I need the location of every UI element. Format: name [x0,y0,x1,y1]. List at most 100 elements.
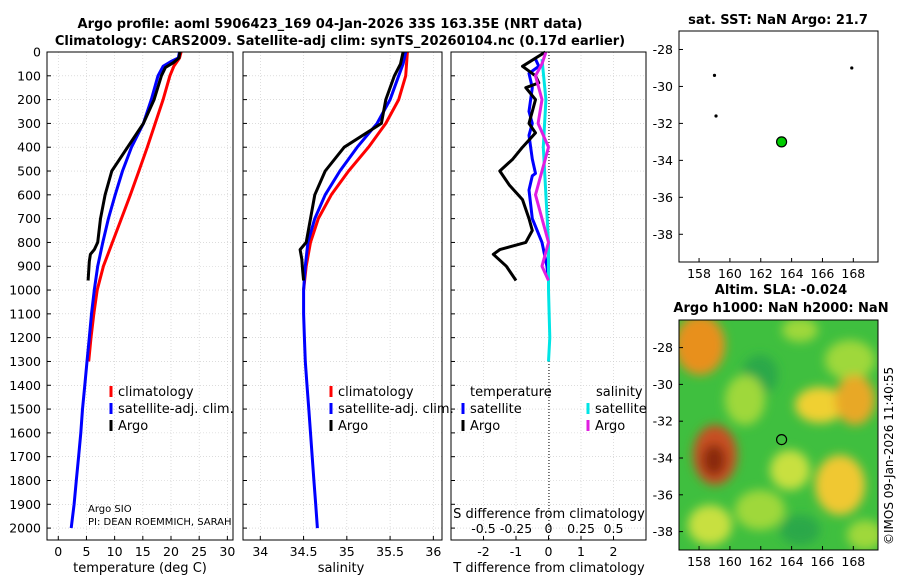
x-tick-label: -2 [477,544,489,559]
y-tick-label: 1600 [9,425,41,440]
legend-header-temperature: temperature [470,385,552,400]
x2-tick-label: 0 [545,521,553,536]
x-tick-label: 20 [163,544,179,559]
y-tick-label: 200 [17,92,41,107]
map-y-tick-label: -38 [653,227,673,242]
y-tick-label: 700 [17,211,41,226]
map-y-tick-label: -28 [653,340,673,355]
y-tick-label: 0 [33,45,41,60]
y-tick-label: 1100 [9,306,41,321]
map-x-tick-label: 160 [718,554,742,569]
map-x-tick-label: 162 [749,554,773,569]
y-tick-label: 1800 [9,473,41,488]
watermark: ©IMOS 09-Jan-2026 11:40:55 [882,367,896,545]
legend-climatology: climatology [338,385,414,400]
map-y-tick-label: -32 [653,414,673,429]
t-diff-xlabel: T difference from climatology [452,561,645,576]
x-tick-label: 34.5 [290,544,318,559]
map-x-tick-label: 168 [841,554,865,569]
map-x-tick-label: 158 [687,266,711,281]
legend-argo: Argo [338,419,368,434]
sla-map-panel: Altim. SLA: -0.024 Argo h1000: NaN h2000… [653,283,889,569]
x-tick-label: 36 [425,544,441,559]
land-dot [850,66,854,70]
y-tick-label: 1300 [9,354,41,369]
sst-map-title: sat. SST: NaN Argo: 21.7 [688,13,868,28]
series-line-salinity-satellite [540,58,552,362]
map-x-tick-label: 158 [687,554,711,569]
legend-satellite-adj: satellite-adj. clim. [118,402,234,417]
sla-heatmap [679,320,878,550]
y-tick-label: 500 [17,164,41,179]
y-tick-label: 1400 [9,378,41,393]
argo-position-marker [775,434,788,446]
temperature-panel: 0 5 10 15 20 25 300100200300400500600700800900… [9,45,235,577]
map-y-tick-label: -34 [653,451,673,466]
salinity-xlabel: salinity [318,561,365,576]
map-x-tick-label: 168 [841,266,865,281]
x-tick-label: 2 [610,544,618,559]
x-tick-label: 35.5 [376,544,404,559]
x-tick-label: -1 [510,544,522,559]
map-x-tick-label: 164 [780,266,804,281]
x-tick-label: 10 [107,544,123,559]
y-tick-label: 1700 [9,449,41,464]
legend-salinity-satellite: satellite [595,402,647,417]
x-tick-label: 25 [191,544,207,559]
y-tick-label: 600 [17,187,41,202]
legend-salinity-argo: Argo [595,419,625,434]
x2-tick-label: -0.5 [471,521,495,536]
sla-map-subtitle: Argo h1000: NaN h2000: NaN [673,301,888,316]
y-tick-label: 300 [17,116,41,131]
sst-map-panel: sat. SST: NaN Argo: 21.7 158 160 162 164 166… [653,13,879,281]
y-tick-label: 900 [17,259,41,274]
map-x-tick-label: 160 [718,266,742,281]
y-tick-label: 400 [17,140,41,155]
legend-temperature-argo: Argo [470,419,500,434]
x-tick-label: 0 [545,544,553,559]
series-line-temperature-argo [491,50,547,282]
x2-tick-label: 0.25 [567,521,595,536]
s-diff-xlabel: S difference from climatology [453,507,645,522]
credit-line1: Argo SIO [88,504,132,515]
x2-tick-label: -0.25 [500,521,532,536]
x-tick-label: 30 [219,544,235,559]
series-line-argo [298,51,405,281]
land-dot [712,73,717,77]
series-line-salinity-argo [534,51,550,282]
x-tick-label: 15 [135,544,151,559]
salinity-legend: climatology satellite-adj. clim. Argo [329,385,454,434]
map-x-tick-label: 166 [811,266,835,281]
title-line1: Argo profile: aoml 5906423_169 04-Jan-20… [78,17,583,32]
map-x-tick-label: 164 [780,554,804,569]
difference-legend: temperature salinity satellite Argo sate… [461,385,647,434]
series-line-climatology [87,51,183,362]
argo-position-marker [775,136,788,148]
map-y-tick-label: -30 [653,79,673,94]
salinity-panel: 34 34.5 35 35.5 36 salinity climatology sate… [242,51,454,576]
y-tick-label: 1000 [9,283,41,298]
y-tick-label: 800 [17,235,41,250]
legend-argo: Argo [118,419,148,434]
y-tick-label: 100 [17,68,41,83]
legend-header-salinity: salinity [596,385,643,400]
series-line-argo [86,51,182,281]
title-line2: Climatology: CARS2009. Satellite-adj cli… [55,34,625,49]
x2-tick-label: 0.5 [604,521,624,536]
x-tick-label: 34 [252,544,268,559]
map-y-tick-label: -36 [653,487,673,502]
difference-panel: -2 -1 0 1 2 -0.5 -0.25 0 0.25 0.5 S difference f… [450,50,647,576]
x-tick-label: 35 [339,544,355,559]
map-y-tick-label: -32 [653,116,673,131]
x-tick-label: 1 [577,544,585,559]
legend-temperature-satellite: satellite [470,402,522,417]
legend-climatology: climatology [118,385,194,400]
map-y-tick-label: -30 [653,377,673,392]
series-line-climatology [302,51,409,291]
map-x-tick-label: 166 [811,554,835,569]
temperature-legend: climatology satellite-adj. clim. Argo [109,385,234,434]
map-y-tick-label: -36 [653,190,673,205]
map-y-tick-label: -28 [653,42,673,57]
sla-map-title: Altim. SLA: -0.024 [715,283,847,298]
